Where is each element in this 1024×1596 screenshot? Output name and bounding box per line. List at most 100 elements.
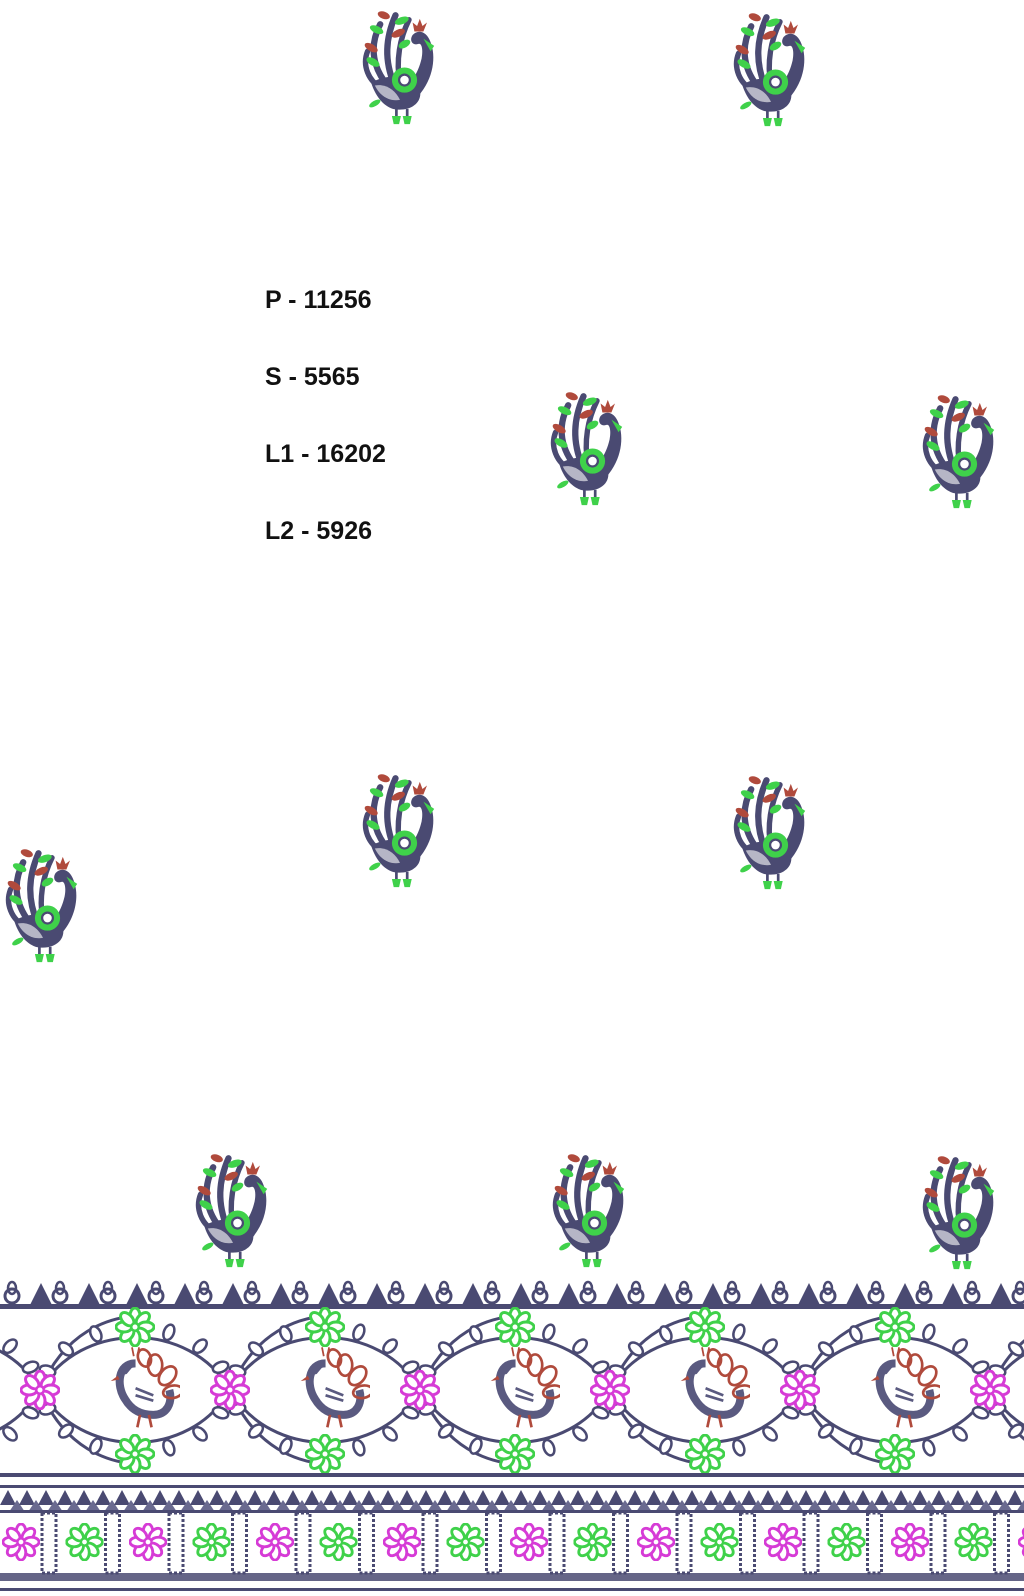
triangle-mark [418, 1490, 434, 1505]
triangle-mark [494, 1490, 510, 1505]
scroll-mark [243, 1287, 261, 1305]
leaf-mark [198, 1280, 210, 1296]
pillar-mark [866, 1511, 883, 1575]
triangle-mark [636, 1500, 652, 1512]
triangle-mark [285, 1490, 301, 1505]
triangle-mark [380, 1490, 396, 1505]
leaf-mark [658, 1325, 673, 1343]
leaf-mark [352, 1438, 366, 1457]
flower-icon [319, 1523, 358, 1561]
leaf-mark [1014, 1280, 1024, 1296]
triangle-mark [990, 1283, 1012, 1305]
leaf-mark [401, 1360, 420, 1374]
triangle-mark [389, 1500, 405, 1512]
leaf-mark [247, 1341, 265, 1357]
leaf-mark [88, 1437, 103, 1455]
triangle-mark [399, 1490, 415, 1505]
flower-icon [400, 1370, 440, 1410]
leaf-mark [382, 1425, 398, 1442]
pillar-mark [421, 1511, 439, 1575]
triangle-mark [779, 1490, 795, 1505]
triangle-mark [950, 1490, 966, 1505]
flower-icon [192, 1523, 231, 1561]
scroll-mark [99, 1287, 117, 1305]
triangle-mark [969, 1490, 985, 1505]
triangle-mark [171, 1490, 187, 1505]
stitch-count-s: S - 5565 [265, 363, 360, 391]
triangle-mark [304, 1490, 320, 1505]
flower-icon [2, 1523, 40, 1561]
leaf-mark [21, 1406, 40, 1420]
leaf-mark [382, 1338, 398, 1355]
flower-icon [65, 1523, 104, 1561]
triangle-mark [9, 1500, 25, 1512]
leaf-mark [468, 1325, 483, 1343]
triangle-mark [323, 1490, 339, 1505]
border-line [0, 1485, 1024, 1488]
peacock-icon [6, 848, 77, 962]
peacock-icon [923, 1155, 994, 1269]
peacock-icon [111, 1347, 184, 1427]
triangle-mark [817, 1490, 833, 1505]
leaf-mark [726, 1280, 738, 1296]
leaf-mark [401, 1406, 420, 1420]
peacock-icon [553, 1153, 624, 1267]
leaf-mark [278, 1325, 293, 1343]
triangle-mark [893, 1490, 909, 1505]
pillar-mark [485, 1511, 502, 1575]
flower-icon [20, 1370, 60, 1410]
triangle-mark [874, 1490, 890, 1505]
scroll-mark [51, 1287, 69, 1305]
leaf-mark [732, 1438, 746, 1457]
scroll-mark [627, 1287, 645, 1305]
scroll-mark [291, 1287, 309, 1305]
leaf-mark [247, 1423, 265, 1439]
triangle-mark [104, 1500, 120, 1512]
leaf-mark [572, 1338, 588, 1355]
leaf-mark [211, 1360, 230, 1374]
peacock-icon [734, 12, 805, 126]
triangle-mark [798, 1283, 820, 1305]
triangle-mark [465, 1500, 481, 1512]
triangle-mark [541, 1500, 557, 1512]
leaf-mark [102, 1280, 114, 1296]
pillar-mark [167, 1511, 185, 1575]
triangle-mark [846, 1283, 868, 1305]
leaf-mark [781, 1360, 800, 1374]
peacock-icon [923, 394, 994, 508]
flower-icon [305, 1307, 345, 1347]
leaf-mark [732, 1323, 746, 1342]
peacock-icon [301, 1347, 374, 1427]
leaf-mark [88, 1325, 103, 1343]
triangle-mark [988, 1490, 1004, 1505]
leaf-mark [848, 1325, 863, 1343]
leaf-mark [21, 1360, 40, 1374]
pillar-mark [548, 1511, 566, 1575]
triangle-mark [266, 1490, 282, 1505]
leaf-mark [848, 1437, 863, 1455]
triangle-mark [152, 1490, 168, 1505]
flower-icon [573, 1523, 612, 1561]
triangle-mark [750, 1500, 766, 1512]
triangle-mark [484, 1500, 500, 1512]
triangle-mark [883, 1500, 899, 1512]
triangle-mark [28, 1500, 44, 1512]
leaf-mark [2, 1338, 18, 1355]
scroll-mark [147, 1287, 165, 1305]
triangle-mark [522, 1500, 538, 1512]
triangle-mark [408, 1500, 424, 1512]
scroll-mark [579, 1287, 597, 1305]
leaf-mark [817, 1341, 835, 1357]
triangle-mark [674, 1500, 690, 1512]
triangle-mark [190, 1490, 206, 1505]
border-line [0, 1588, 1024, 1591]
triangle-mark [218, 1500, 234, 1512]
leaf-mark [762, 1425, 778, 1442]
leaf-mark [542, 1438, 556, 1457]
leaf-mark [1007, 1423, 1024, 1439]
peacock-icon [196, 1153, 267, 1267]
triangle-mark [361, 1490, 377, 1505]
pillar-mark [675, 1511, 693, 1575]
leaf-mark [678, 1280, 690, 1296]
